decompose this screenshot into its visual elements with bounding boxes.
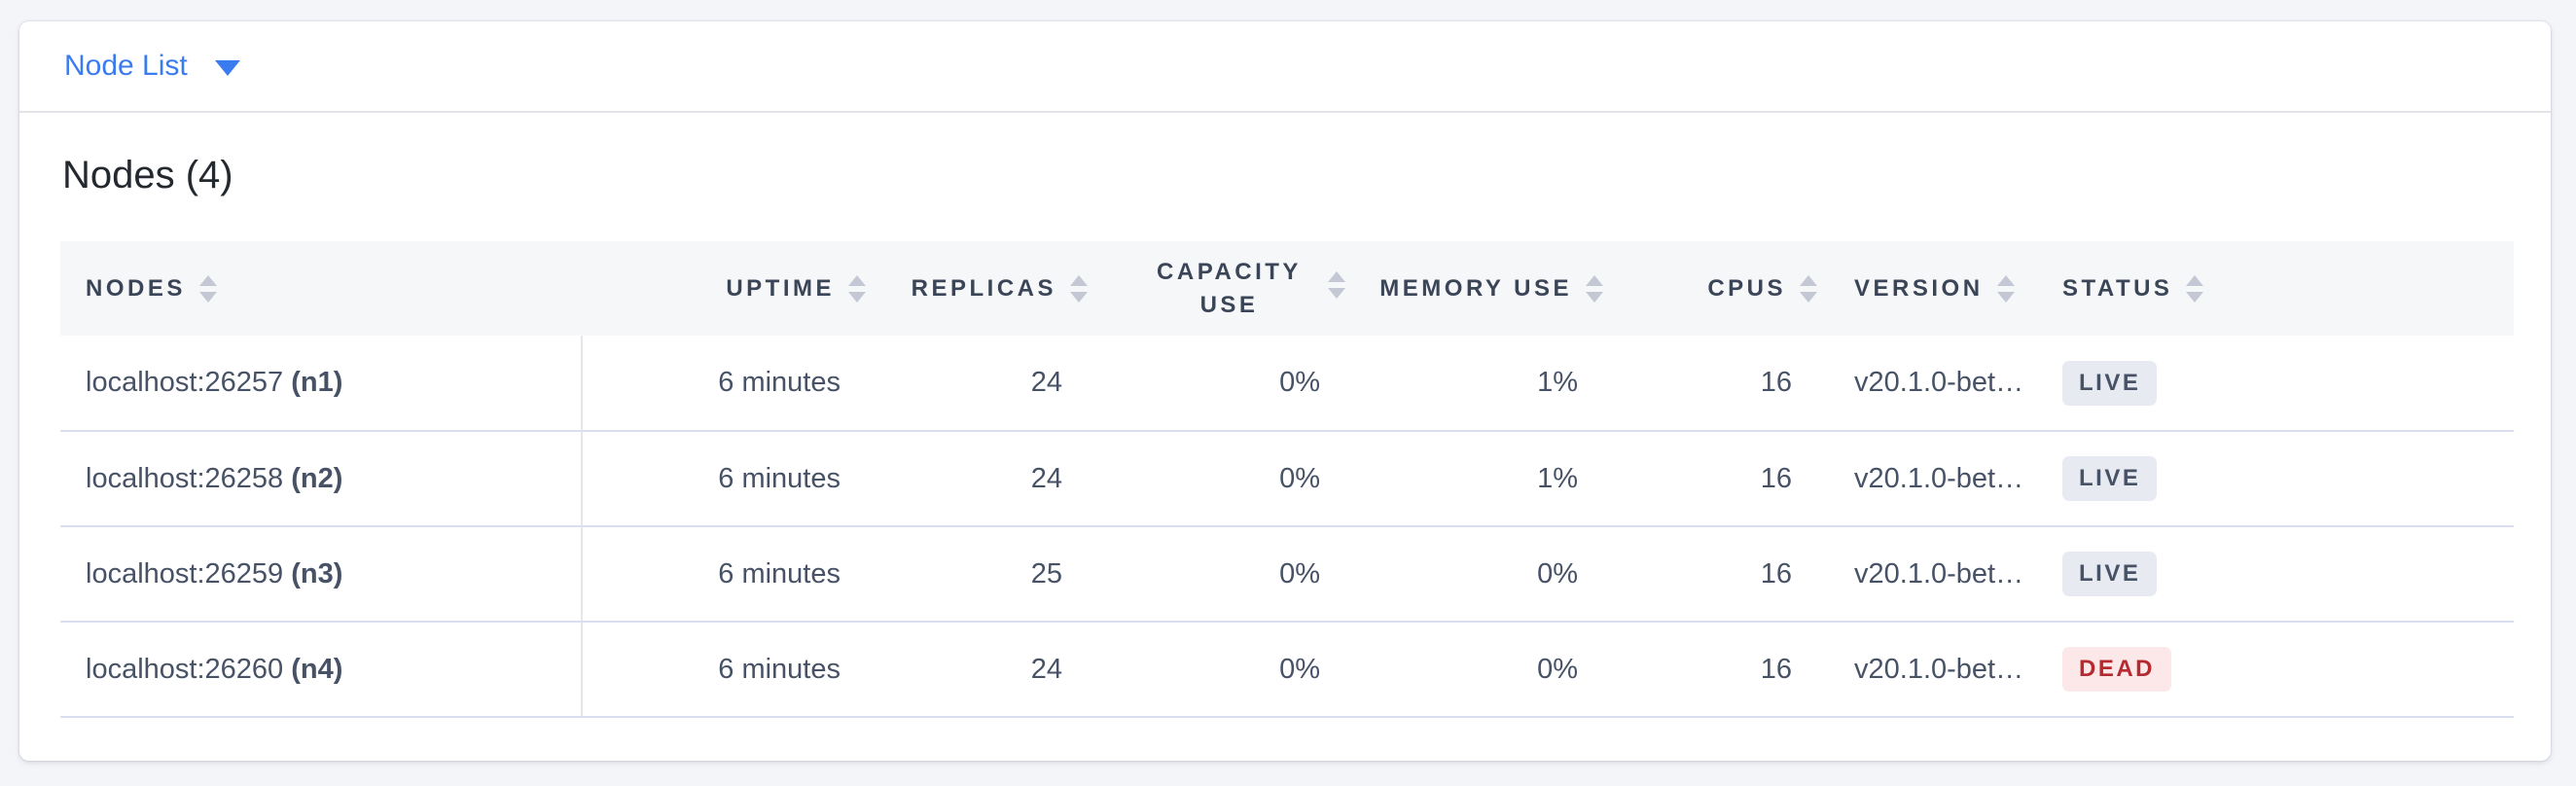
node-address[interactable]: localhost:26260 [86, 653, 284, 685]
capacity-use-cell: 0% [1088, 622, 1345, 718]
node-id: (n4) [291, 653, 343, 685]
sort-icon [1070, 274, 1088, 303]
column-header-capacity-use[interactable]: CAPACITY USE [1088, 241, 1345, 336]
sort-icon [2186, 274, 2204, 303]
node-address[interactable]: localhost:26259 [86, 557, 284, 590]
nodes-panel: Nodes (4) NODES UPTIME REPLICAS [19, 113, 2551, 761]
view-selector-dropdown[interactable]: Node List [64, 50, 240, 83]
caret-down-icon [214, 60, 240, 76]
node-id: (n2) [291, 462, 343, 494]
node-address-cell[interactable]: localhost:26260 (n4) [60, 622, 583, 718]
nodes-table: NODES UPTIME REPLICAS CAPACITY USE MEMOR… [60, 241, 2514, 718]
status-cell: LIVE [2043, 336, 2514, 432]
capacity-use-cell: 0% [1088, 431, 1345, 527]
replicas-cell: 24 [866, 431, 1088, 527]
sort-icon [1328, 270, 1345, 299]
capacity-use-cell: 0% [1088, 336, 1345, 432]
node-address-cell[interactable]: localhost:26257 (n1) [60, 336, 583, 432]
status-cell: LIVE [2043, 526, 2514, 623]
table-header-row: NODES UPTIME REPLICAS CAPACITY USE MEMOR… [60, 241, 2514, 336]
sort-icon [1800, 274, 1817, 303]
column-header-cpus[interactable]: CPUS [1603, 241, 1817, 336]
cpus-cell: 16 [1603, 431, 1817, 527]
view-selector-label: Node List [64, 50, 188, 82]
cpus-cell: 16 [1603, 336, 1817, 432]
node-id: (n1) [291, 367, 343, 398]
view-dropdown-bar: Node List [19, 21, 2551, 113]
column-header-nodes[interactable]: NODES [60, 241, 582, 336]
node-address[interactable]: localhost:26257 [86, 367, 284, 398]
table-row: localhost:26260 (n4) 6 minutes 24 0% 0% … [60, 622, 2514, 718]
cpus-cell: 16 [1603, 526, 1817, 623]
uptime-cell: 6 minutes [582, 336, 866, 432]
status-cell: LIVE [2043, 431, 2514, 527]
memory-use-cell: 0% [1345, 622, 1603, 718]
sort-icon [1996, 274, 2015, 303]
column-header-status[interactable]: STATUS [2043, 241, 2514, 336]
uptime-cell: 6 minutes [582, 526, 866, 623]
replicas-cell: 24 [866, 622, 1088, 718]
replicas-cell: 25 [866, 526, 1088, 623]
page-title: Nodes (4) [62, 154, 233, 196]
status-badge: LIVE [2062, 456, 2158, 501]
memory-use-cell: 0% [1345, 526, 1603, 623]
memory-use-cell: 1% [1345, 431, 1603, 527]
column-header-version[interactable]: VERSION [1817, 241, 2043, 336]
node-address[interactable]: localhost:26258 [86, 462, 284, 494]
node-address-cell[interactable]: localhost:26259 (n3) [60, 526, 583, 623]
version-cell: v20.1.0-bet… [1817, 431, 2043, 527]
status-badge: LIVE [2062, 360, 2158, 406]
node-id: (n3) [291, 557, 343, 590]
table-row: localhost:26257 (n1) 6 minutes 24 0% 1% … [60, 336, 2514, 432]
sort-icon [848, 274, 866, 303]
cpus-cell: 16 [1603, 622, 1817, 718]
node-address-cell[interactable]: localhost:26258 (n2) [60, 431, 583, 527]
capacity-use-cell: 0% [1088, 526, 1345, 623]
uptime-cell: 6 minutes [582, 622, 866, 718]
table-row: localhost:26258 (n2) 6 minutes 24 0% 1% … [60, 431, 2514, 527]
column-header-uptime[interactable]: UPTIME [582, 241, 866, 336]
sort-icon [198, 274, 217, 303]
column-header-replicas[interactable]: REPLICAS [866, 241, 1088, 336]
sort-icon [1586, 274, 1603, 303]
version-cell: v20.1.0-bet… [1817, 526, 2043, 623]
status-cell: DEAD [2043, 622, 2514, 718]
status-badge: LIVE [2062, 552, 2158, 596]
table-row: localhost:26259 (n3) 6 minutes 25 0% 0% … [60, 526, 2514, 623]
uptime-cell: 6 minutes [582, 431, 866, 527]
version-cell: v20.1.0-bet… [1817, 622, 2043, 718]
version-cell: v20.1.0-bet… [1817, 336, 2043, 432]
replicas-cell: 24 [866, 336, 1088, 432]
column-header-memory-use[interactable]: MEMORY USE [1345, 241, 1603, 336]
status-badge: DEAD [2062, 647, 2172, 692]
memory-use-cell: 1% [1345, 336, 1603, 432]
node-list-card: Node List Nodes (4) NODES UPTIME [19, 21, 2551, 761]
